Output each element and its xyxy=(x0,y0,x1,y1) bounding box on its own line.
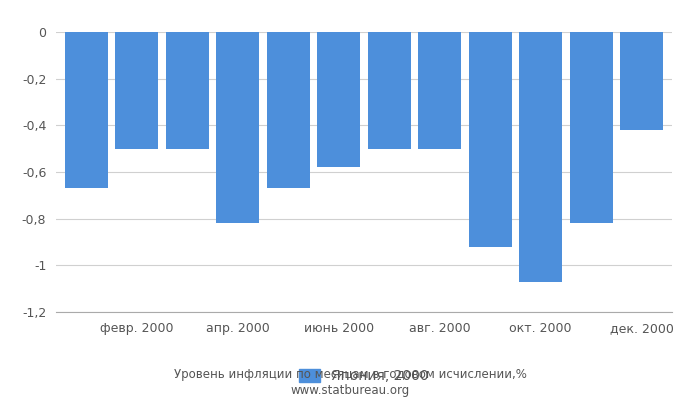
Bar xyxy=(267,32,309,188)
Bar xyxy=(216,32,259,223)
Bar xyxy=(65,32,108,188)
Bar xyxy=(317,32,360,167)
Bar xyxy=(166,32,209,149)
Bar xyxy=(519,32,562,282)
Bar xyxy=(419,32,461,149)
Bar xyxy=(116,32,158,149)
Text: Уровень инфляции по месяцам в годовом исчислении,%: Уровень инфляции по месяцам в годовом ис… xyxy=(174,368,526,381)
Legend: Япония, 2000: Япония, 2000 xyxy=(299,369,429,383)
Bar xyxy=(368,32,411,149)
Text: www.statbureau.org: www.statbureau.org xyxy=(290,384,410,397)
Bar xyxy=(469,32,512,247)
Bar xyxy=(620,32,663,130)
Bar xyxy=(570,32,612,223)
